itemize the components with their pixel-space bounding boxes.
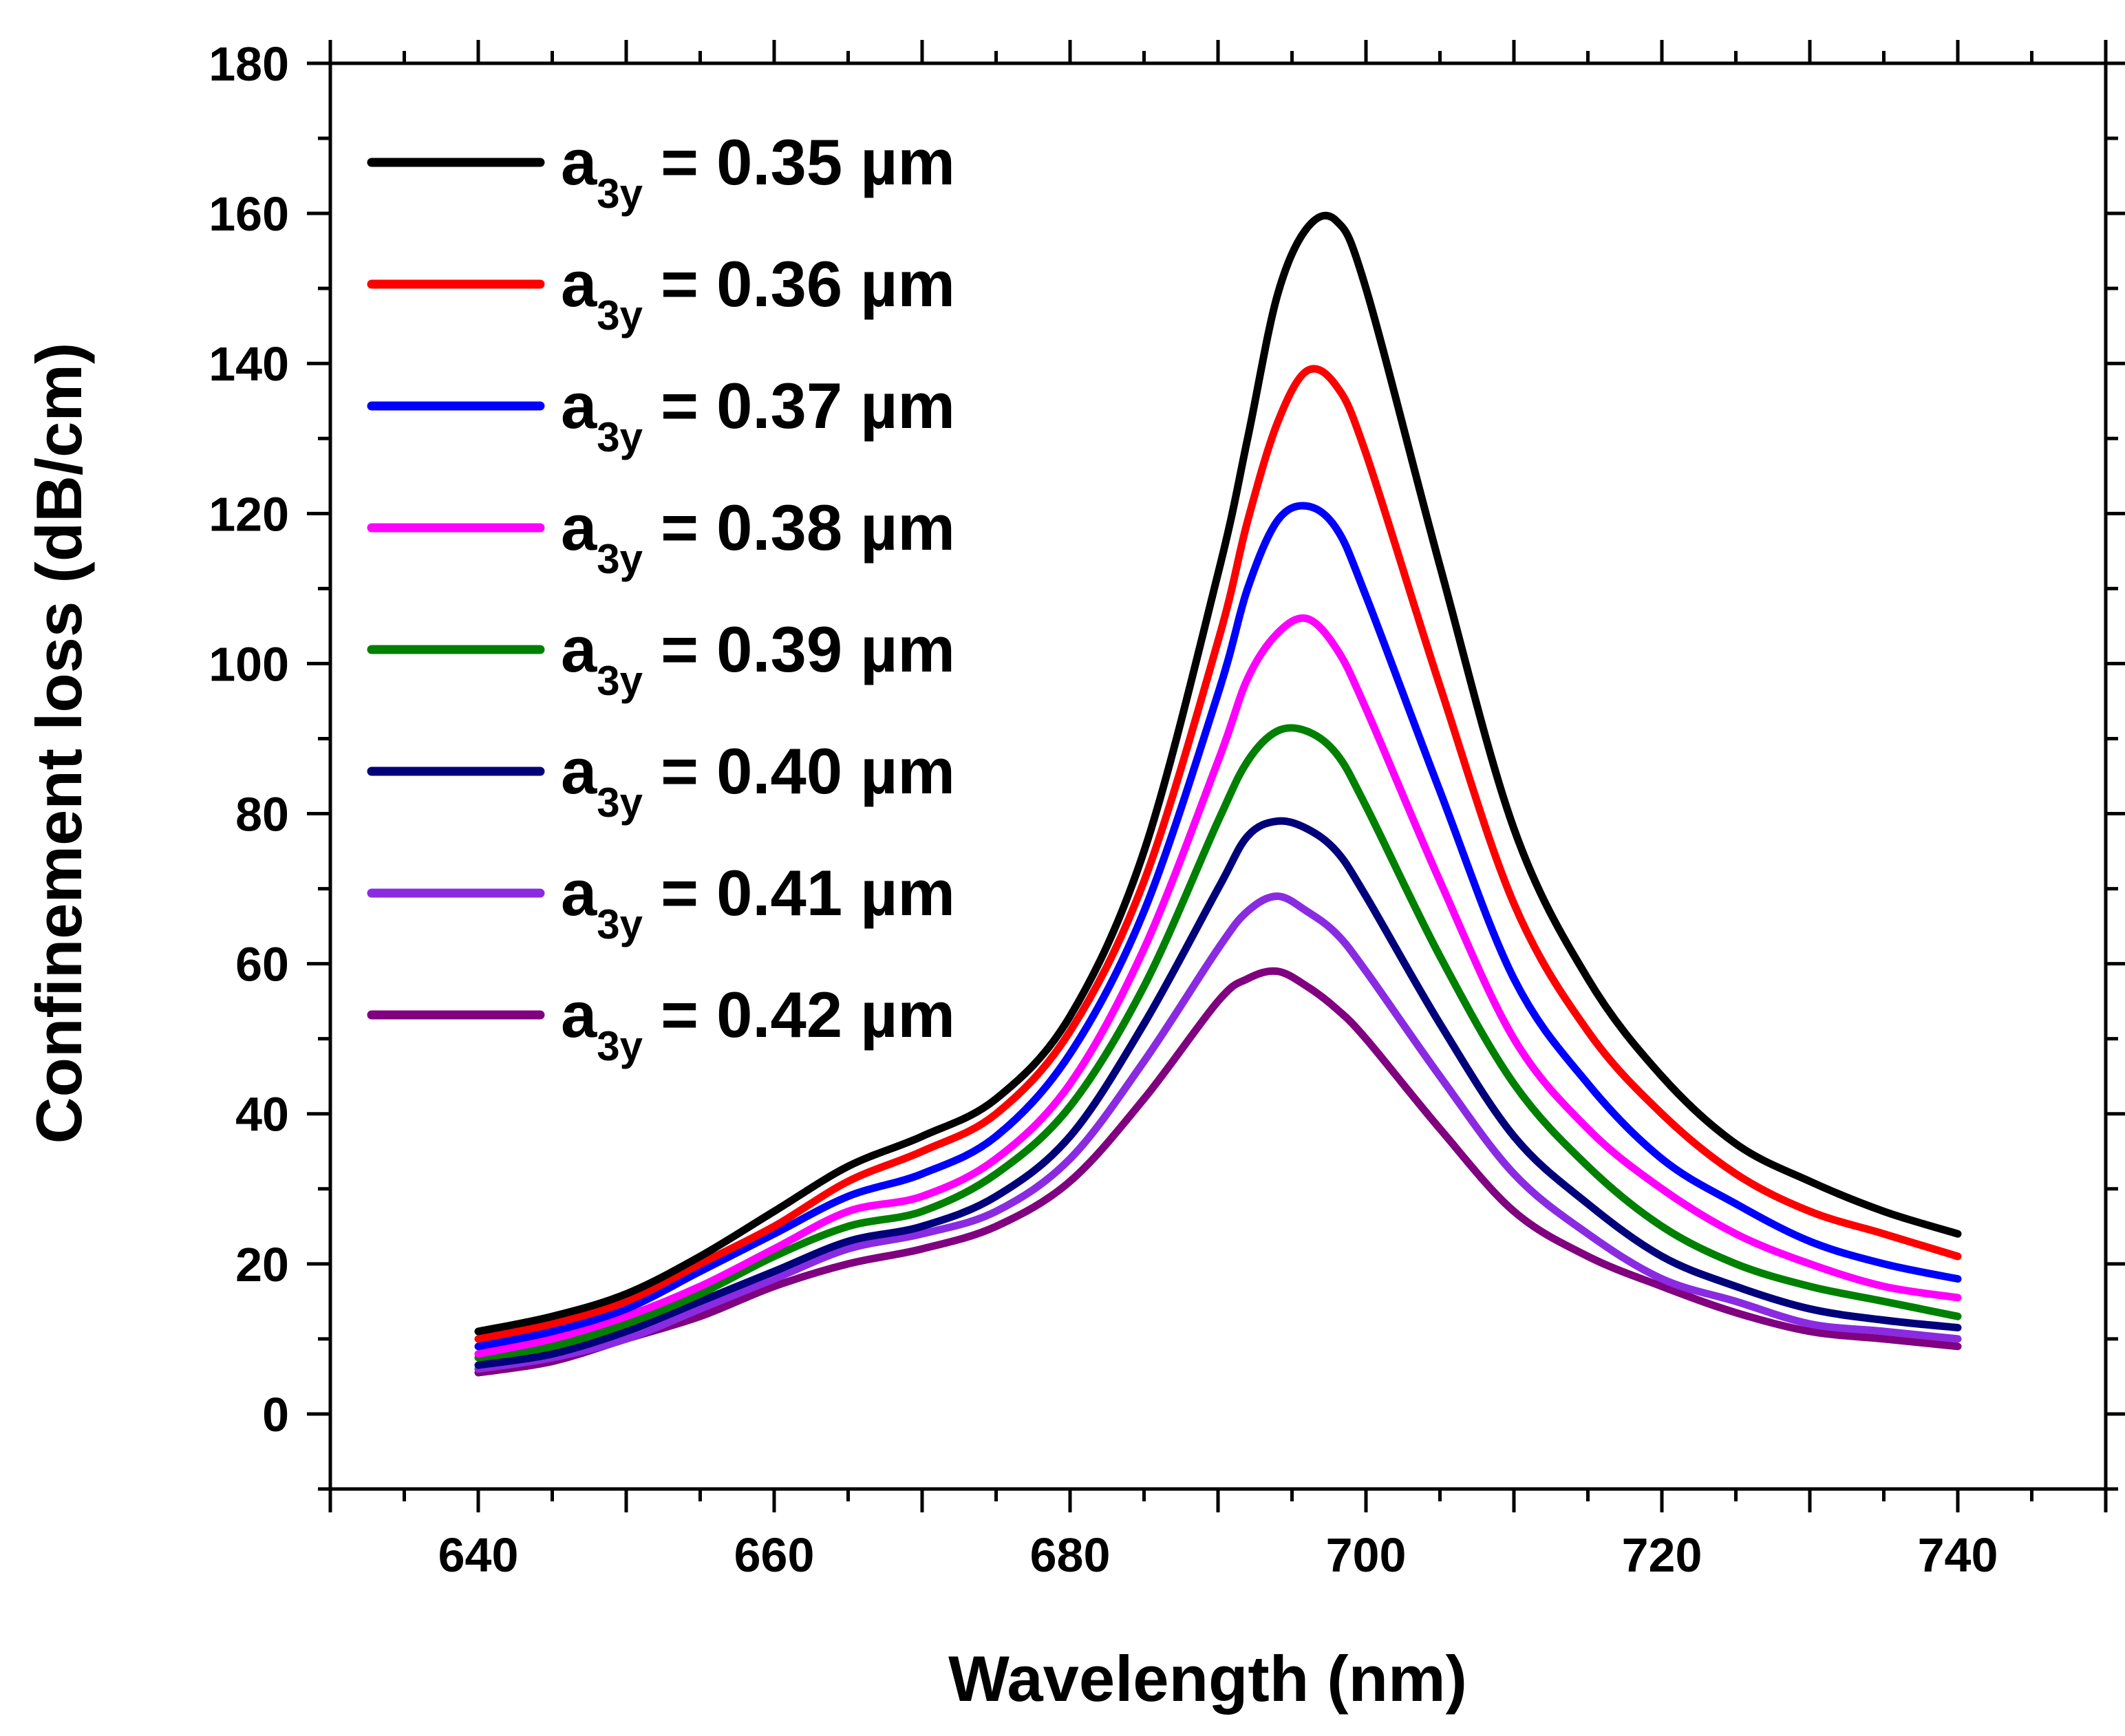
x-tick-label: 640 [438, 1528, 519, 1582]
legend-label-4: a3y = 0.39 µm [561, 613, 955, 704]
legend-label-6: a3y = 0.41 µm [561, 857, 955, 947]
series-line-5 [474, 817, 1962, 1369]
y-tick-label: 60 [235, 938, 289, 992]
legend-label-0: a3y = 0.35 µm [561, 126, 955, 217]
y-tick-label: 40 [235, 1088, 289, 1142]
y-tick-label: 100 [209, 637, 289, 691]
series-layer [474, 211, 1962, 1377]
series-line-3 [474, 614, 1962, 1358]
y-tick-label: 140 [209, 337, 289, 391]
series-line-4 [474, 724, 1962, 1362]
x-tick-label: 720 [1622, 1528, 1702, 1582]
x-axis-title: Wavelength (nm) [948, 1642, 1467, 1715]
x-tick-label: 740 [1918, 1528, 1998, 1582]
legend-label-1: a3y = 0.36 µm [561, 248, 955, 339]
axes: 640 660 680 700 720 740 0 20 40 60 80 100 120 140 160 1… [209, 37, 2125, 1582]
series-line-6 [474, 892, 1962, 1373]
y-axis-title: Confinement loss (dB/cm) [23, 343, 95, 1144]
y-tick-label: 20 [235, 1238, 289, 1292]
x-tick-label: 660 [734, 1528, 815, 1582]
legend-label-3: a3y = 0.38 µm [561, 491, 955, 582]
y-tick-label: 120 [209, 487, 289, 541]
y-tick-label: 180 [209, 37, 289, 91]
legend-label-7: a3y = 0.42 µm [561, 978, 955, 1069]
legend-label-5: a3y = 0.40 µm [561, 735, 955, 826]
x-tick-label: 700 [1326, 1528, 1407, 1582]
series-line-1 [474, 365, 1962, 1343]
y-tick-label: 160 [209, 187, 289, 241]
series-line-2 [474, 502, 1962, 1351]
y-tick-label: 0 [262, 1388, 289, 1442]
legend: a3y = 0.35 µm a3y = 0.36 µm a3y = 0.37 µm a… [367, 126, 955, 1069]
legend-label-2: a3y = 0.37 µm [561, 369, 955, 460]
series-line-0 [474, 211, 1962, 1336]
y-tick-label: 80 [235, 788, 289, 842]
series-line-7 [474, 967, 1962, 1377]
x-tick-label: 680 [1030, 1528, 1111, 1582]
